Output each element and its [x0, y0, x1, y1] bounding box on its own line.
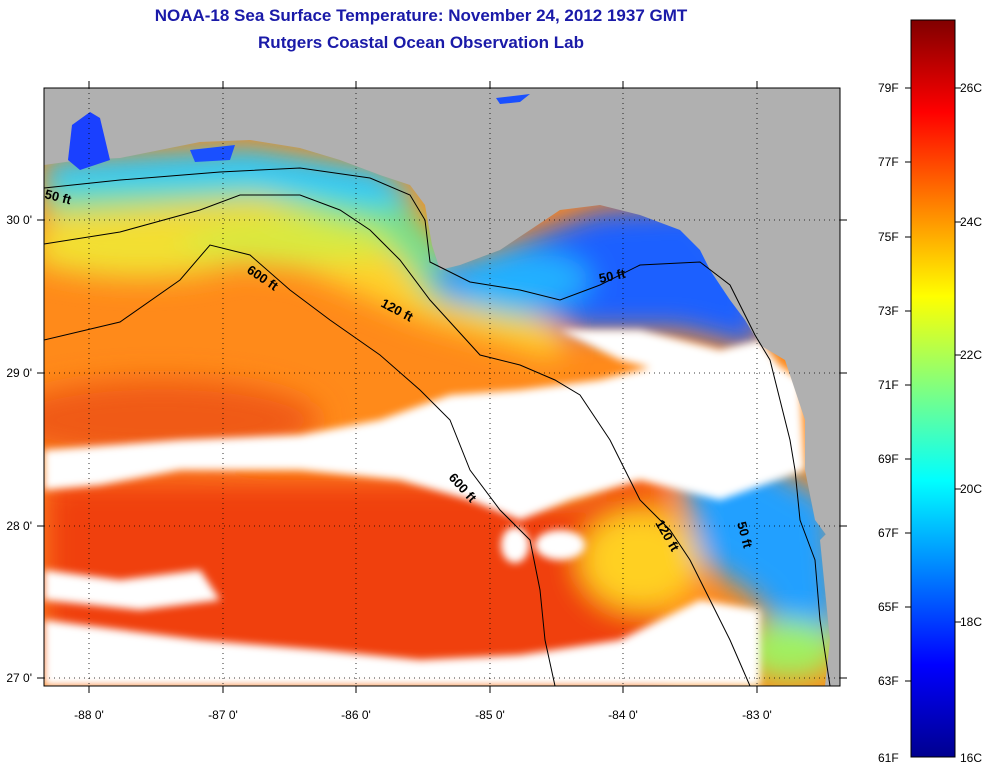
sst-gradients [44, 148, 840, 680]
lat-tick-label: 28 0' [6, 519, 32, 533]
map-title: NOAA-18 Sea Surface Temperature: Novembe… [154, 6, 688, 25]
colorbar-f-label: 65F [878, 600, 899, 614]
colorbar-f-label: 79F [878, 81, 899, 95]
lon-tick-label: -86 0' [341, 708, 371, 722]
contour-label: 50 ft [598, 266, 628, 286]
colorbar-c-label: 16C [960, 751, 982, 765]
contour-label: 50 ft [43, 186, 73, 207]
lon-tick-label: -84 0' [608, 708, 638, 722]
colorbar-f-label: 73F [878, 304, 899, 318]
depth-contours [44, 167, 831, 686]
map-subtitle: Rutgers Coastal Ocean Observation Lab [258, 33, 584, 52]
cloud-mask [44, 330, 805, 686]
lat-tick-label: 29 0' [6, 366, 32, 380]
lat-labels: 27 0' 28 0' 29 0' 30 0' [6, 213, 32, 685]
colorbar-f-label: 75F [878, 230, 899, 244]
land-mass [44, 88, 840, 560]
colorbar-ticks [905, 87, 961, 682]
colorbar-f-label: 61F [878, 751, 899, 765]
land-mass [820, 520, 840, 686]
lon-tick-label: -88 0' [74, 708, 104, 722]
bay [496, 94, 530, 104]
colorbar-f-label: 67F [878, 526, 899, 540]
map-field: 50 ft 120 ft 600 ft 600 ft 50 ft 120 ft … [43, 88, 840, 686]
lon-tick-label: -85 0' [475, 708, 505, 722]
colorbar-c-label: 24C [960, 215, 982, 229]
colorbar-gradient [910, 19, 956, 758]
lat-tick-label: 30 0' [6, 213, 32, 227]
contour-label: 50 ft [734, 520, 756, 550]
lon-tick-label: -83 0' [742, 708, 772, 722]
axis-ticks [37, 81, 847, 693]
lon-labels: -88 0' -87 0' -86 0' -85 0' -84 0' -83 0… [74, 708, 772, 722]
colorbar-c-label: 26C [960, 81, 982, 95]
colorbar-c-label: 18C [960, 615, 982, 629]
colorbar-f-label: 77F [878, 155, 899, 169]
colorbar-f-label: 69F [878, 452, 899, 466]
colorbar-c-label: 22C [960, 348, 982, 362]
colorbar: 79F 77F 75F 73F 71F 69F 67F 65F 63F 61F … [878, 19, 982, 765]
bay [190, 145, 235, 162]
colorbar-f-label: 71F [878, 378, 899, 392]
colorbar-f-label: 63F [878, 674, 899, 688]
colorbar-c-label: 20C [960, 482, 982, 496]
bay [68, 112, 110, 170]
lat-tick-label: 27 0' [6, 671, 32, 685]
lon-tick-label: -87 0' [208, 708, 238, 722]
map-frame [43, 87, 841, 687]
